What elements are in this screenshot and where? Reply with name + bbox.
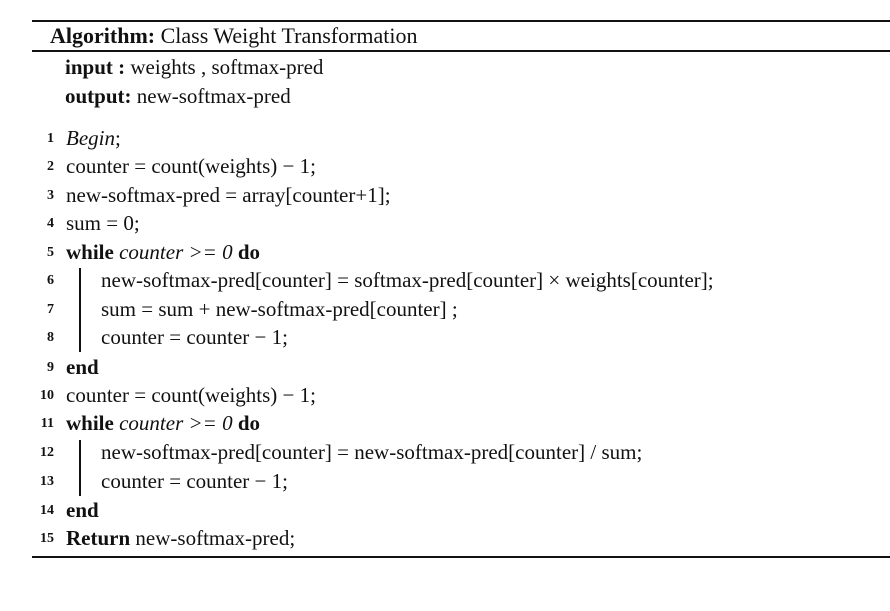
- line-code: counter = counter − 1;: [101, 325, 288, 349]
- output-label: output:: [65, 84, 132, 108]
- line-number: 1: [47, 131, 54, 146]
- line-number: 5: [47, 245, 54, 260]
- line-number: 7: [47, 302, 54, 317]
- while-keyword: while: [66, 411, 114, 435]
- line-code: counter = count(weights) − 1;: [66, 383, 316, 407]
- while-condition: counter >= 0: [113, 411, 238, 435]
- loop-block-bar: [79, 268, 81, 352]
- line-number: 12: [40, 445, 54, 460]
- top-rule: [32, 20, 890, 22]
- line-number: 8: [47, 330, 54, 345]
- line-code: new-softmax-pred[counter] = softmax-pred…: [101, 268, 714, 292]
- line-code: sum = 0;: [66, 211, 140, 235]
- line-number: 3: [47, 188, 54, 203]
- output-line: output: new-softmax-pred: [65, 83, 291, 109]
- line-number: 10: [40, 388, 54, 403]
- header-rule: [32, 50, 890, 52]
- line-number: 11: [40, 416, 54, 431]
- line-number: 13: [40, 474, 54, 489]
- input-line: input : weights , softmax-pred: [65, 54, 323, 80]
- end-keyword: end: [66, 355, 99, 379]
- input-separator: :: [112, 55, 126, 79]
- line-code: while counter >= 0 do: [66, 409, 260, 437]
- while-keyword: while: [66, 240, 114, 264]
- end-keyword: end: [66, 498, 99, 522]
- input-label: input: [65, 55, 113, 79]
- do-keyword: do: [237, 411, 261, 435]
- algorithm-title: Algorithm: Class Weight Transformation: [50, 22, 418, 50]
- return-keyword: Return: [66, 526, 131, 550]
- algorithm-box: Algorithm: Class Weight Transformation i…: [32, 12, 890, 572]
- loop-block-bar: [79, 440, 81, 496]
- line-code: counter = count(weights) − 1;: [66, 154, 316, 178]
- line-code: counter = counter − 1;: [101, 469, 288, 493]
- algorithm-name: Class Weight Transformation: [160, 23, 418, 48]
- bottom-rule: [32, 556, 890, 558]
- begin-suffix: ;: [114, 126, 121, 150]
- line-number: 9: [47, 360, 54, 375]
- line-code: Return new-softmax-pred;: [66, 524, 295, 552]
- while-condition: counter >= 0: [113, 240, 238, 264]
- line-number: 4: [47, 216, 54, 231]
- do-keyword: do: [237, 240, 261, 264]
- input-value: weights , softmax-pred: [125, 55, 324, 79]
- line-code: new-softmax-pred[counter] = new-softmax-…: [101, 440, 643, 464]
- line-number: 15: [40, 531, 54, 546]
- line-number: 6: [47, 273, 54, 288]
- line-code: Begin;: [66, 124, 121, 152]
- line-code: new-softmax-pred = array[counter+1];: [66, 183, 391, 207]
- return-value: new-softmax-pred;: [130, 526, 296, 550]
- line-number: 2: [47, 159, 54, 174]
- line-code: while counter >= 0 do: [66, 238, 260, 266]
- algorithm-label: Algorithm:: [50, 23, 156, 48]
- output-value: new-softmax-pred: [131, 84, 291, 108]
- line-number: 14: [40, 503, 54, 518]
- begin-keyword: Begin: [66, 126, 115, 150]
- line-code: sum = sum + new-softmax-pred[counter] ;: [101, 297, 458, 321]
